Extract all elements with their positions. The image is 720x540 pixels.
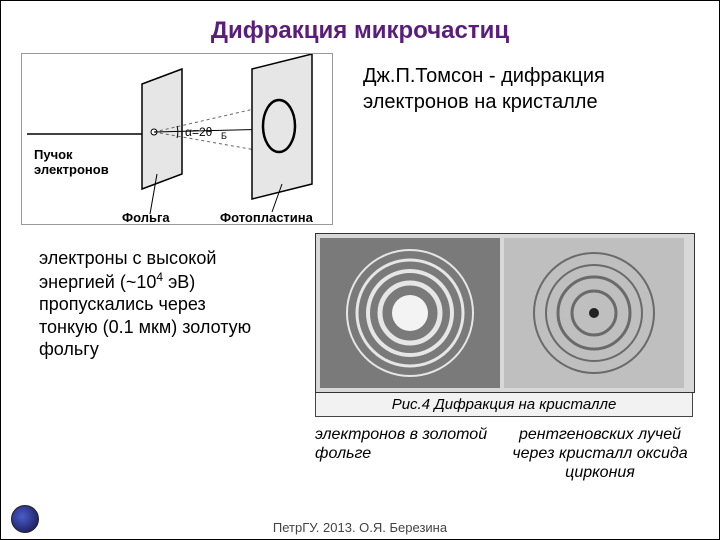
caption-left: электронов в золотой фольге (315, 425, 495, 483)
ring-right-svg (504, 238, 684, 388)
schematic-figure: α=2θ Б Пучок электронов Фольга Фотопласт… (21, 53, 333, 225)
slide-title: Дифракция микрочастиц (1, 17, 719, 45)
exp-line-2: пропускались через (39, 294, 206, 314)
diffraction-column: Рис.4 Дифракция на кристалле электронов … (295, 233, 719, 483)
beam-label-1: Пучок (34, 147, 73, 162)
exp-line-0: электроны с высокой (39, 248, 216, 268)
thomson-description: Дж.П.Томсон - дифракция электронов на кр… (333, 53, 719, 225)
foil-label: Фольга (122, 210, 170, 224)
angle-label: α=2θ (185, 125, 213, 139)
exp-line-3: тонкую (0.1 мкм) золотую (39, 317, 251, 337)
ring-left-svg (320, 238, 500, 388)
exp-line-4: фольгу (39, 339, 99, 359)
exp-line-1: энергией (~10 (39, 272, 156, 292)
plate-label: Фотопластина (220, 210, 314, 224)
captions-row: электронов в золотой фольге рентгеновски… (315, 425, 695, 483)
schematic-svg: α=2θ Б Пучок электронов Фольга Фотопласт… (22, 54, 332, 224)
svg-text:Б: Б (221, 131, 227, 141)
slide: Дифракция микрочастиц α (0, 0, 720, 540)
diffraction-ring-pair (315, 233, 695, 393)
upper-row: α=2θ Б Пучок электронов Фольга Фотопласт… (1, 53, 719, 225)
figure-caption: Рис.4 Дифракция на кристалле (315, 393, 693, 417)
caption-right: рентгеновских лучей через кристалл оксид… (505, 425, 695, 483)
experiment-description: электроны с высокой энергией (~104 эВ) п… (39, 233, 295, 483)
beam-label-2: электронов (34, 162, 109, 177)
footer-text: ПетрГУ. 2013. О.Я. Березина (1, 520, 719, 535)
lower-row: электроны с высокой энергией (~104 эВ) п… (1, 233, 719, 483)
exp-line-1b: эВ) (163, 272, 195, 292)
